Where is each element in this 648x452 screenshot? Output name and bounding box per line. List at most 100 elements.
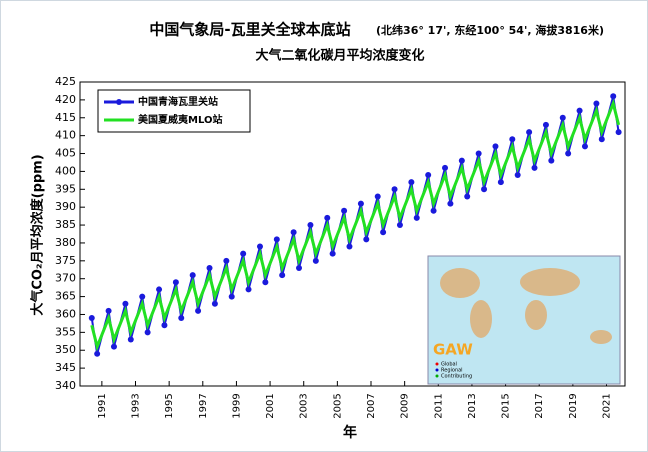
inset-legend-text: Contributing [441, 374, 472, 380]
series-marker [593, 100, 600, 107]
series-marker [324, 214, 331, 221]
inset-land [520, 268, 580, 296]
series-marker [425, 171, 432, 178]
series-marker [206, 264, 213, 271]
x-tick-label: 1991 [97, 393, 108, 418]
x-tick-label: 2013 [467, 393, 478, 418]
series-marker [581, 143, 588, 150]
y-tick-label: 380 [55, 236, 76, 249]
chart-title: 中国气象局-瓦里关全球本底站 [149, 21, 350, 39]
series-marker [110, 343, 117, 350]
series-marker [408, 179, 415, 186]
series-marker [122, 300, 129, 307]
series-marker [357, 200, 364, 207]
series-marker [442, 164, 449, 171]
series-marker [610, 93, 617, 100]
series-marker [396, 222, 403, 229]
series-marker [481, 186, 488, 193]
series-marker [559, 114, 566, 121]
x-tick-label: 2009 [400, 393, 411, 418]
series-marker [548, 157, 555, 164]
inset-land [590, 330, 612, 344]
y-tick-label: 350 [55, 343, 76, 356]
series-marker [430, 207, 437, 214]
y-tick-label: 340 [55, 379, 76, 392]
series-marker [172, 279, 179, 286]
series-marker [262, 279, 269, 286]
series-marker [598, 136, 605, 143]
series-marker [161, 322, 168, 329]
x-tick-label: 2015 [501, 393, 512, 418]
series-marker [240, 250, 247, 257]
y-tick-label: 395 [55, 182, 76, 195]
y-tick-label: 400 [55, 164, 76, 177]
x-tick-label: 1997 [198, 393, 209, 418]
series-marker [565, 150, 572, 157]
series-marker [542, 121, 549, 128]
inset-label: GAW [433, 341, 473, 359]
y-tick-label: 390 [55, 200, 76, 213]
y-tick-label: 385 [55, 218, 76, 231]
y-tick-label: 405 [55, 147, 76, 160]
series-marker [105, 307, 112, 314]
inset-land [440, 268, 480, 298]
series-marker [526, 129, 533, 136]
series-marker [139, 293, 146, 300]
series-marker [475, 150, 482, 157]
y-tick-label: 360 [55, 307, 76, 320]
y-tick-label: 410 [55, 129, 76, 142]
series-marker [94, 350, 101, 357]
x-tick-label: 1993 [131, 393, 142, 418]
series-marker [509, 136, 516, 143]
series-marker [273, 236, 280, 243]
series-marker [458, 157, 465, 164]
series-line [90, 98, 621, 352]
y-tick-label: 415 [55, 111, 76, 124]
series-marker [228, 293, 235, 300]
series-marker [127, 336, 134, 343]
x-tick-label: 2005 [332, 393, 343, 418]
x-tick-label: 2019 [568, 393, 579, 418]
series-marker [341, 207, 348, 214]
series-marker [156, 286, 163, 293]
y-tick-label: 375 [55, 254, 76, 267]
series-marker [296, 264, 303, 271]
series-marker [211, 300, 218, 307]
inset-legend-text: Global [441, 362, 457, 368]
series-marker [380, 229, 387, 236]
y-tick-label: 365 [55, 290, 76, 303]
x-tick-label: 2001 [265, 393, 276, 418]
legend-label: 美国夏威夷MLO站 [138, 113, 222, 126]
series-marker [312, 257, 319, 264]
x-axis-label: 年 [343, 424, 357, 441]
series-marker [576, 107, 583, 114]
x-tick-label: 1999 [231, 393, 242, 418]
series-marker [279, 272, 286, 279]
x-tick-label: 1995 [164, 393, 175, 418]
series-marker [514, 171, 521, 178]
series-marker [329, 250, 336, 257]
series-marker [346, 243, 353, 250]
x-tick-label: 2011 [433, 393, 444, 418]
legend-marker [116, 99, 122, 105]
inset-land [470, 300, 492, 338]
x-tick-label: 2021 [601, 393, 612, 418]
y-tick-label: 370 [55, 272, 76, 285]
y-tick-label: 425 [55, 75, 76, 88]
title-note: (北纬36° 17', 东经100° 54', 海拔3816米) [376, 23, 604, 37]
series-marker [307, 222, 314, 229]
series-marker [447, 200, 454, 207]
legend-box [97, 89, 251, 133]
x-tick-label: 2007 [366, 393, 377, 418]
series-marker [531, 164, 538, 171]
series-marker [245, 286, 252, 293]
series-marker [497, 179, 504, 186]
series-marker [144, 329, 151, 336]
y-tick-label: 345 [55, 361, 76, 374]
series-marker [189, 272, 196, 279]
y-axis-label: 大气CO₂月平均浓度(ppm) [30, 154, 46, 315]
inset-legend-dot [435, 374, 439, 378]
series-marker [492, 143, 499, 150]
series-marker [223, 257, 230, 264]
